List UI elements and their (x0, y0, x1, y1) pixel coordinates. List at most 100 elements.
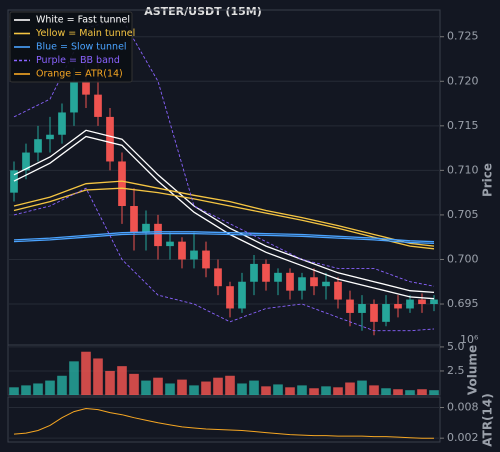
candle-body (274, 272, 282, 282)
volume-bar (297, 385, 307, 395)
candle-body (106, 116, 114, 162)
volume-bar (357, 380, 367, 395)
y-tick-label: 5.0 (447, 340, 465, 353)
panel-frame (7, 344, 441, 396)
volume-bar (201, 381, 211, 395)
volume-bar (9, 387, 19, 395)
candle-body (322, 281, 330, 287)
candle-body (430, 299, 438, 305)
legend-label: Purple = BB band (36, 55, 120, 66)
candle-body (262, 263, 270, 282)
candle-body (226, 286, 234, 309)
band-upper (13, 180, 435, 247)
legend-label: Yellow = Main tunnel (35, 28, 135, 39)
volume-bar (333, 387, 343, 395)
candle-body (130, 206, 138, 233)
volume-bar (93, 358, 103, 395)
candle-body (370, 304, 378, 322)
volume-bar (177, 379, 187, 395)
y-axis-label: Volume (466, 345, 480, 395)
volume-bar (117, 366, 127, 395)
candle-body (334, 281, 342, 300)
candle-body (394, 304, 402, 309)
candle-body (298, 277, 306, 291)
candle-body (310, 277, 318, 287)
candle-body (22, 152, 30, 171)
volume-bar (429, 390, 439, 395)
y-tick-label: 0.700 (447, 252, 479, 265)
y-axis-label: Price (481, 163, 495, 197)
volume-bar (105, 370, 115, 395)
volume-bar (345, 382, 355, 395)
candle-body (238, 281, 246, 309)
candle-body (190, 250, 198, 260)
volume-bar (369, 385, 379, 395)
candle-body (58, 112, 66, 135)
y-tick-label: 0.710 (447, 163, 479, 176)
y-tick-label: 0.695 (447, 297, 479, 310)
volume-bar (189, 385, 199, 395)
legend-label: Orange = ATR(14) (36, 69, 123, 80)
candle-body (10, 170, 18, 193)
y-tick-label: 0.705 (447, 208, 479, 221)
legend-box (9, 11, 133, 83)
atr-line (13, 407, 434, 439)
candle-body (214, 268, 222, 287)
candle-body (250, 263, 258, 282)
volume-bar (405, 390, 415, 395)
chart-title: ASTER/USDT (15M) (144, 5, 262, 18)
candle-body (286, 272, 294, 291)
y-axis-label: ATR(14) (481, 393, 495, 446)
volume-bar (273, 384, 283, 395)
y-tick-label: 0.715 (447, 119, 479, 132)
y-tick-label: 0.008 (447, 401, 479, 414)
y-tick-label: 0.720 (447, 74, 479, 87)
volume-bar (213, 377, 223, 395)
candle-body (94, 94, 102, 117)
volume-bar (261, 386, 271, 395)
volume-bar (153, 377, 163, 395)
volume-bar (249, 380, 259, 395)
volume-bar (381, 388, 391, 395)
volume-bar (285, 387, 295, 395)
candle-body (142, 223, 150, 233)
candle-body (166, 241, 174, 247)
band-lower (13, 187, 435, 250)
volume-bar (33, 383, 43, 395)
band-lower (13, 232, 435, 245)
candle-body (346, 299, 354, 313)
candle-body (406, 299, 414, 309)
volume-bar (141, 380, 151, 395)
y-tick-label: 0.002 (447, 431, 479, 444)
volume-bar (21, 385, 31, 395)
axis-scale-label: 10⁶ (460, 333, 479, 346)
candle-body (382, 304, 390, 322)
legend-label: White = Fast tunnel (36, 15, 130, 26)
candle-body (82, 81, 90, 95)
volume-bar (129, 373, 139, 395)
volume-bar (393, 389, 403, 395)
legend-label: Blue = Slow tunnel (36, 42, 127, 53)
volume-bar (321, 386, 331, 395)
volume-bar (225, 375, 235, 395)
y-tick-label: 0.725 (447, 30, 479, 43)
volume-bar (309, 388, 319, 395)
volume-bar (237, 383, 247, 395)
candle-body (202, 250, 210, 269)
volume-bar (57, 375, 67, 395)
candle-body (70, 81, 78, 113)
volume-bar (45, 380, 55, 395)
legend: White = Fast tunnel Yellow = Main tunnel B… (9, 11, 135, 83)
candle-body (358, 304, 366, 313)
candle-body (178, 241, 186, 260)
candle-body (118, 161, 126, 207)
band-upper (13, 231, 435, 243)
band-upper (13, 129, 435, 294)
volume-bar (81, 351, 91, 395)
band-lower (13, 187, 435, 332)
volume-bar (417, 389, 427, 395)
candle-body (418, 299, 426, 305)
panel-frame (7, 396, 441, 443)
volume-bar (69, 361, 79, 395)
